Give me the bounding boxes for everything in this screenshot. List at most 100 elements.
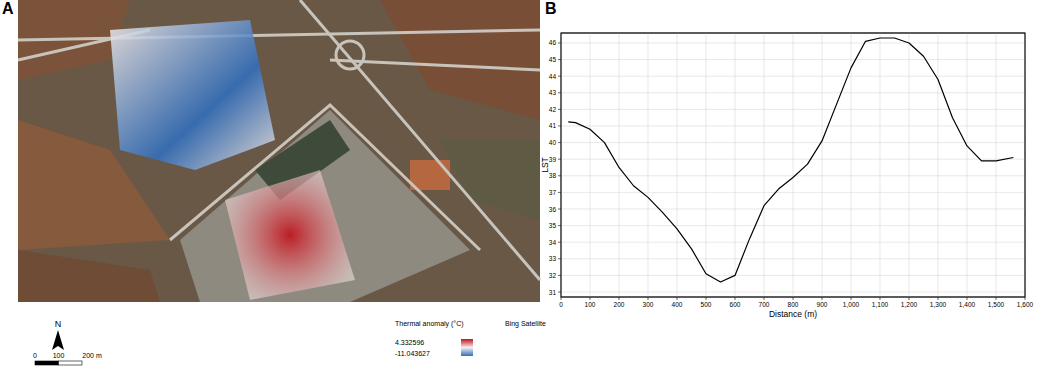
basemap	[18, 0, 540, 302]
tick	[558, 125, 561, 126]
north-arrow	[52, 330, 64, 350]
x-tick-label: 1,300	[930, 301, 947, 308]
tick	[590, 297, 591, 300]
colorbar-min: -11.043627	[395, 350, 430, 357]
x-tick-label: 500	[701, 301, 712, 308]
grid-line	[996, 33, 997, 297]
panel-label: A	[2, 0, 14, 17]
tick	[558, 242, 561, 243]
y-tick-label: 40	[549, 139, 557, 146]
hot-anomaly	[225, 170, 355, 300]
grid-line	[851, 33, 852, 297]
tick	[938, 297, 939, 300]
tick	[558, 192, 561, 193]
tick	[558, 258, 561, 259]
y-tick-label: 35	[549, 222, 557, 229]
road	[18, 30, 540, 40]
x-tick-label: 800	[788, 301, 799, 308]
x-tick-label: 700	[759, 301, 770, 308]
colorbar	[461, 339, 473, 356]
tick	[648, 297, 649, 300]
grid-line	[706, 33, 707, 297]
tick	[558, 292, 561, 293]
y-axis-label: LST	[540, 157, 550, 173]
tick	[558, 42, 561, 43]
scale-segment	[59, 361, 83, 365]
grid-line	[677, 33, 678, 297]
grid-line	[967, 33, 968, 297]
scale-segment	[35, 361, 59, 365]
tick	[851, 297, 852, 300]
grid-line	[561, 209, 1025, 210]
tick	[909, 297, 910, 300]
grid-line	[561, 59, 1025, 60]
grid-line	[561, 192, 1025, 193]
x-tick-label: 1,100	[872, 301, 889, 308]
cold-anomaly	[110, 20, 275, 170]
grid-line	[793, 33, 794, 297]
y-tick-label: 34	[549, 239, 557, 246]
x-tick-label: 1,500	[988, 301, 1005, 308]
lst-line	[568, 38, 1013, 282]
figure: AN0100200 mThermal anomaly (°C)Bing Sate…	[0, 0, 1038, 368]
x-tick-label: 200	[614, 301, 625, 308]
grid-line	[590, 33, 591, 297]
tick	[1025, 297, 1026, 300]
grid-line	[561, 92, 1025, 93]
tick	[967, 297, 968, 300]
grid-line	[909, 33, 910, 297]
roundabout	[336, 41, 364, 69]
panel-label: B	[545, 0, 557, 17]
grid-line	[561, 109, 1025, 110]
tick	[558, 59, 561, 60]
y-tick-label: 43	[549, 89, 557, 96]
grid-line	[648, 33, 649, 297]
y-tick-label: 33	[549, 255, 557, 262]
grid-line	[822, 33, 823, 297]
y-tick-label: 44	[549, 73, 557, 80]
tick	[706, 297, 707, 300]
x-tick-label: 300	[643, 301, 654, 308]
grid-line	[880, 33, 881, 297]
y-tick-label: 32	[549, 272, 557, 279]
tick	[822, 297, 823, 300]
x-tick-label: 600	[730, 301, 741, 308]
grid-line	[561, 292, 1025, 293]
tick	[996, 297, 997, 300]
x-axis-label: Distance (m)	[769, 309, 817, 319]
tick	[558, 159, 561, 160]
tick	[558, 175, 561, 176]
tick	[558, 76, 561, 77]
tick	[880, 297, 881, 300]
x-tick-label: 100	[585, 301, 596, 308]
tick	[619, 297, 620, 300]
tick	[558, 109, 561, 110]
grid-line	[561, 225, 1025, 226]
tick	[558, 225, 561, 226]
roof	[410, 160, 450, 190]
x-tick-label: 400	[672, 301, 683, 308]
grid-line	[561, 42, 1025, 43]
map-image	[18, 0, 540, 302]
north-label: N	[55, 319, 62, 329]
grid-line	[735, 33, 736, 297]
x-tick-label: 1,400	[959, 301, 976, 308]
scale-label: 200 m	[82, 352, 102, 359]
tick	[558, 209, 561, 210]
grid-line	[561, 142, 1025, 143]
x-tick-label: 1,200	[901, 301, 918, 308]
grid-line	[561, 258, 1025, 259]
tick	[558, 142, 561, 143]
tick	[558, 275, 561, 276]
y-tick-label: 45	[549, 56, 557, 63]
tick	[793, 297, 794, 300]
tick	[735, 297, 736, 300]
x-tick-label: 0	[559, 301, 563, 308]
grid-line	[561, 159, 1025, 160]
y-tick-label: 41	[549, 122, 557, 129]
y-tick-label: 42	[549, 106, 557, 113]
grid-line	[561, 125, 1025, 126]
plot-frame	[561, 33, 1025, 297]
x-tick-label: 1,600	[1017, 301, 1034, 308]
x-tick-label: 1,000	[843, 301, 860, 308]
